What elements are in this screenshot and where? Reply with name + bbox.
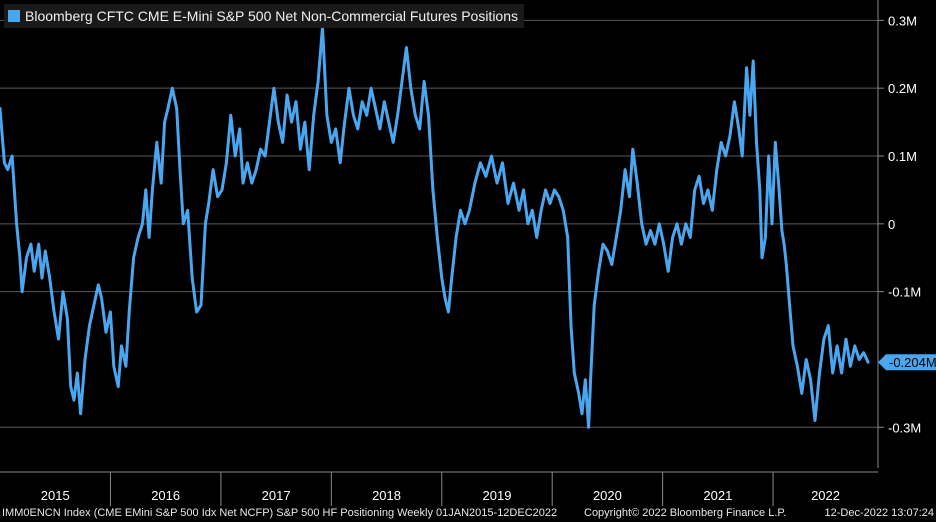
footer-timestamp: 12-Dec-2022 13:07:24: [824, 507, 934, 519]
y-tick-label: 0.1M: [888, 149, 917, 164]
y-axis: 0.3M 0.2M 0.1M 0 -0.1M -0.3M: [877, 0, 921, 468]
last-value-marker: [878, 354, 936, 371]
x-tick-label: 2016: [151, 488, 180, 503]
x-tick-label: 2019: [483, 488, 512, 503]
x-tick-label: 2017: [262, 488, 291, 503]
gridlines: [0, 19, 878, 428]
x-tick-label: 2021: [703, 488, 732, 503]
footer-source: IMM0ENCN Index (CME EMini S&P 500 Idx Ne…: [2, 507, 558, 519]
y-tick-label: 0: [888, 217, 895, 232]
y-tick-label: 0.2M: [888, 81, 917, 96]
legend-label: Bloomberg CFTC CME E-Mini S&P 500 Net No…: [25, 8, 519, 24]
legend: Bloomberg CFTC CME E-Mini S&P 500 Net No…: [4, 4, 525, 28]
x-tick-label: 2022: [811, 488, 840, 503]
last-value-label: -0.204M: [889, 355, 936, 370]
x-tick-label: 2020: [593, 488, 622, 503]
footer-copyright: Copyright© 2022 Bloomberg Finance L.P.: [584, 507, 787, 519]
footer: IMM0ENCN Index (CME EMini S&P 500 Idx Ne…: [0, 506, 936, 522]
legend-swatch: [8, 10, 20, 22]
series-line: [0, 25, 870, 429]
x-axis: 2015 2016 2017 2018 2019 2020 2021 2022: [0, 471, 878, 506]
last-value-tag: -0.204M: [878, 354, 936, 371]
x-tick-label: 2015: [41, 488, 70, 503]
y-tick-label: -0.3M: [888, 420, 921, 435]
x-tick-label: 2018: [372, 488, 401, 503]
y-tick-label: 0.3M: [888, 13, 917, 28]
y-tick-label: -0.1M: [888, 285, 921, 300]
